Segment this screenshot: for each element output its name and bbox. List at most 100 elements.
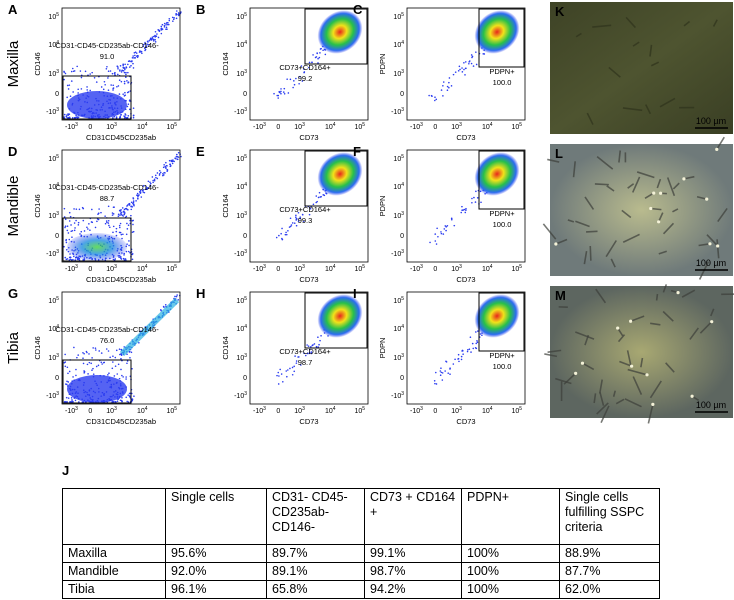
cell-halo	[649, 206, 653, 211]
cell	[683, 20, 691, 27]
event-dot	[156, 177, 159, 180]
event-dot	[446, 89, 449, 92]
density-core	[474, 10, 520, 54]
event-dot	[120, 211, 123, 214]
event-dot	[94, 347, 97, 349]
event-dot	[319, 339, 321, 342]
event-dot	[63, 216, 66, 218]
tick-base: 10	[106, 408, 114, 415]
cell	[665, 362, 675, 373]
y-axis-label: CD164	[221, 336, 230, 359]
event-dot	[67, 116, 70, 119]
cell	[645, 104, 652, 115]
tick-base: 0	[276, 266, 280, 273]
event-dot	[105, 220, 108, 222]
event-dot	[123, 211, 126, 213]
tick-label: 0	[433, 408, 437, 415]
event-dot	[84, 70, 87, 73]
tick-base: 0	[243, 233, 247, 240]
event-dot	[156, 33, 158, 35]
event-dot	[111, 212, 114, 214]
tick-base: 10	[294, 408, 302, 415]
event-dot	[85, 350, 88, 353]
event-dot	[64, 226, 66, 229]
tick-base: -10	[65, 266, 75, 273]
tick-base: 10	[106, 266, 114, 273]
event-dot	[115, 116, 118, 118]
tick-base: 10	[48, 355, 56, 362]
event-dot	[165, 22, 168, 24]
tick-exp: 3	[56, 391, 59, 397]
event-dot	[173, 17, 175, 19]
event-dot	[124, 113, 126, 115]
event-dot	[66, 96, 68, 99]
event-dot	[66, 366, 69, 369]
cell	[622, 107, 643, 112]
tick-base: 10	[166, 266, 174, 273]
event-dot	[282, 380, 284, 383]
gate-value: 91.0	[100, 52, 115, 61]
event-dot	[63, 245, 65, 248]
event-dot	[119, 64, 122, 67]
table-cell: Tibia	[62, 580, 166, 599]
tick-exp: 3	[302, 264, 305, 270]
y-axis-label: CD164	[221, 194, 230, 217]
event-dot	[125, 250, 128, 253]
tick-label: 103	[106, 264, 117, 273]
event-dot	[154, 35, 157, 37]
event-dot	[68, 211, 71, 214]
tick-exp: 3	[244, 249, 247, 255]
event-dot	[457, 353, 460, 356]
event-dot	[295, 217, 298, 220]
event-dot	[434, 233, 437, 235]
event-dot	[126, 362, 128, 365]
cell-halo	[676, 290, 680, 295]
event-dot	[77, 224, 80, 226]
tick-base: -10	[234, 393, 244, 400]
tick-base: 10	[106, 124, 114, 131]
event-dot	[475, 51, 477, 53]
cell	[658, 250, 667, 255]
tick-label: -103	[46, 391, 59, 400]
event-dot	[120, 368, 122, 371]
tick-label: 104	[325, 264, 336, 273]
event-dot	[136, 56, 139, 59]
event-dot	[125, 66, 128, 69]
tick-base: -10	[410, 266, 420, 273]
event-dot	[125, 259, 127, 261]
event-dot	[315, 195, 318, 197]
event-dot	[70, 80, 73, 82]
tick-label: -103	[46, 249, 59, 258]
event-dot	[469, 336, 472, 339]
tick-label: -103	[410, 264, 423, 273]
event-dot	[109, 356, 111, 359]
tick-exp: 3	[75, 406, 78, 412]
event-dot	[322, 49, 324, 52]
event-dot	[293, 370, 296, 373]
event-dot	[130, 214, 132, 217]
event-dot	[135, 55, 138, 57]
tick-label: -103	[391, 391, 404, 400]
event-dot	[64, 256, 67, 259]
event-dot	[315, 201, 317, 204]
event-dot	[112, 361, 114, 363]
tick-exp: 3	[302, 122, 305, 128]
event-dot	[156, 172, 159, 174]
cell-halo	[554, 242, 558, 246]
event-dot	[125, 378, 127, 380]
event-dot	[148, 39, 151, 42]
event-dot	[63, 78, 65, 81]
event-dot	[150, 182, 152, 185]
event-dot	[89, 73, 91, 75]
cell	[605, 240, 617, 258]
event-dot	[159, 171, 162, 174]
event-dot	[480, 201, 482, 204]
tick-label: 105	[48, 154, 59, 163]
tick-label: 0	[55, 375, 59, 382]
cell	[689, 327, 700, 340]
tick-exp: 3	[244, 391, 247, 397]
event-dot	[306, 352, 309, 355]
cell	[683, 175, 695, 180]
row-label: Tibia	[5, 331, 22, 364]
event-dot	[90, 362, 92, 365]
